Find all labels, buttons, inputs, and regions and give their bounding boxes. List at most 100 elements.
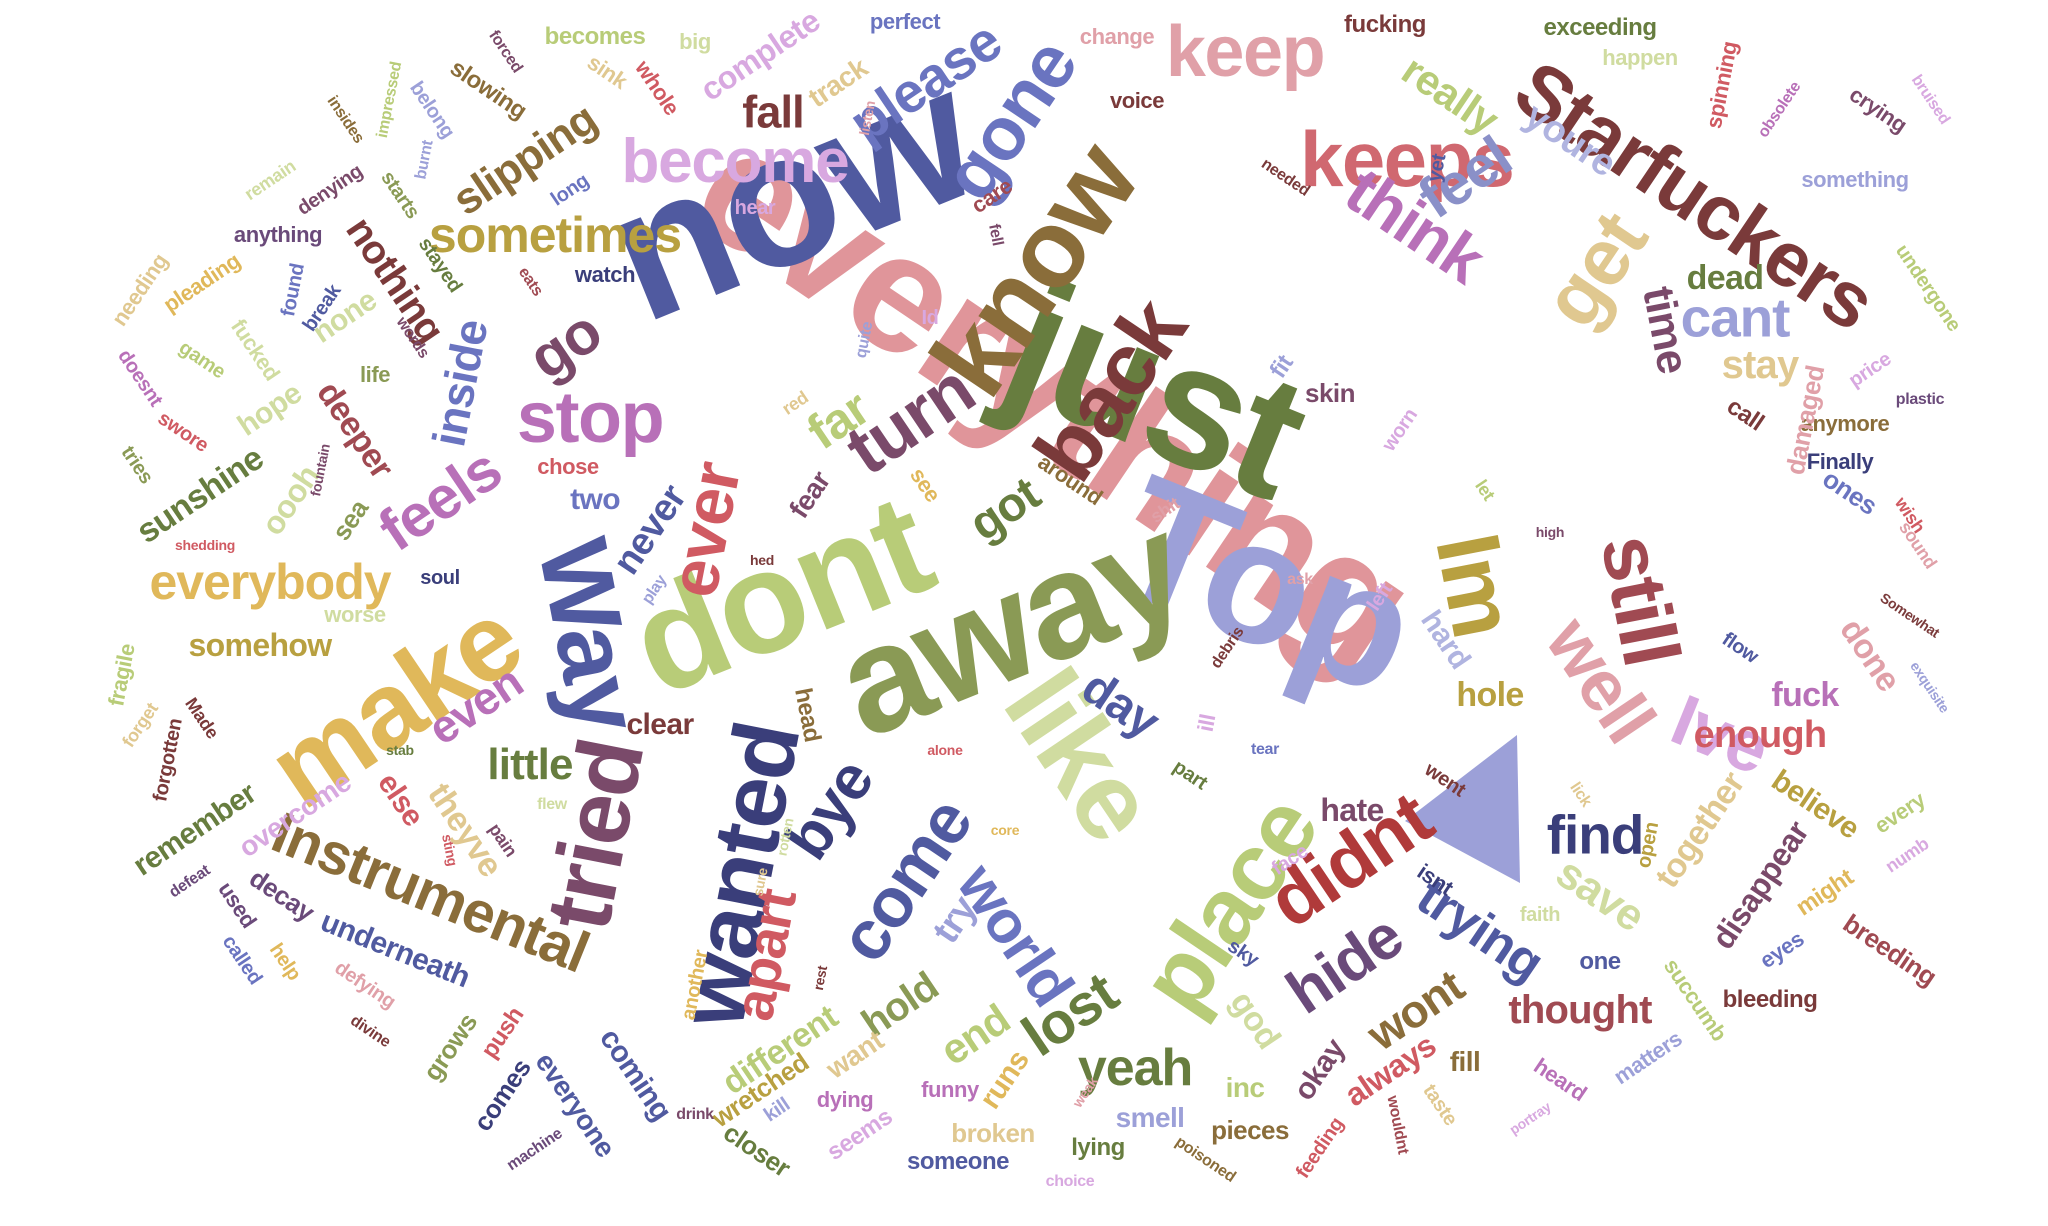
word-else: else <box>371 767 430 833</box>
word-machine: machine <box>503 1125 566 1175</box>
word-voice: voice <box>1109 88 1165 113</box>
word-okay: okay <box>1287 1033 1352 1107</box>
word-keep: keep <box>1165 12 1326 92</box>
word-fall: fall <box>742 86 804 138</box>
word-tries: tries <box>116 442 158 488</box>
word-undergone: undergone <box>1890 240 1966 336</box>
word-game: game <box>174 336 230 384</box>
word-smell: smell <box>1115 1102 1185 1133</box>
word-anything: anything <box>233 222 323 247</box>
word-obsolete: obsolete <box>1754 78 1805 141</box>
word-made: Made <box>181 693 223 743</box>
word-life: life <box>359 362 391 387</box>
word-coming: coming <box>592 1022 678 1127</box>
word-might: might <box>1791 863 1859 922</box>
word-grows: grows <box>416 1007 484 1087</box>
word-big: big <box>679 29 711 54</box>
word-crying: crying <box>1845 81 1912 138</box>
word-anymore: anymore <box>1800 411 1890 436</box>
word-becomes: becomes <box>544 23 646 50</box>
word-needing: needing <box>106 249 173 331</box>
word-impressed: impressed <box>373 60 406 140</box>
word-find: find <box>1546 803 1644 866</box>
word-cant: cant <box>1680 286 1791 349</box>
word-taste: taste <box>1418 1080 1462 1130</box>
word-finally: Finally <box>1806 449 1874 474</box>
word-worn: worn <box>1377 404 1423 456</box>
word-dead: dead <box>1686 259 1764 297</box>
word-fucked: fucked <box>225 314 285 386</box>
word-little: little <box>487 740 573 789</box>
word-every: every <box>1869 786 1930 839</box>
word-help: help <box>264 939 306 985</box>
word-forgotten: forgotten <box>149 716 187 804</box>
word-fell: fell <box>985 222 1006 248</box>
word-long: long <box>547 169 593 211</box>
word-see: see <box>905 463 946 507</box>
word-broken: broken <box>951 1118 1035 1148</box>
word-eats: eats <box>514 264 547 300</box>
word-hate: hate <box>1320 792 1384 828</box>
word-called: called <box>217 931 267 989</box>
word-pieces: pieces <box>1211 1115 1289 1145</box>
word-price: price <box>1844 348 1896 392</box>
word-dying: dying <box>816 1087 874 1112</box>
word-found: found <box>277 261 309 319</box>
word-thought: thought <box>1508 988 1652 1032</box>
word-burnt: burnt <box>412 139 437 181</box>
word-closer: closer <box>718 1117 796 1183</box>
word-numb: numb <box>1881 833 1933 877</box>
word-portray: portray <box>1506 1098 1554 1138</box>
word-drink: drink <box>676 1106 714 1123</box>
word-feeding: feeding <box>1291 1113 1349 1183</box>
word-remain: remain <box>240 155 300 205</box>
word-flew: flew <box>537 796 567 813</box>
triangle-shape <box>1405 735 1520 883</box>
word-wouldnt: wouldnt <box>1383 1094 1412 1156</box>
word-somewhat: Somewhat <box>1877 589 1943 641</box>
word-stay: stay <box>1721 343 1800 387</box>
word-sometimes: sometimes <box>428 207 682 263</box>
word-stop: stop <box>516 378 665 458</box>
word-god: god <box>1222 984 1288 1056</box>
word-skin: skin <box>1305 378 1355 408</box>
word-soul: soul <box>420 567 460 589</box>
word-high: high <box>1535 524 1565 540</box>
word-id: Id <box>921 307 939 329</box>
word-something: something <box>1801 167 1909 192</box>
word-insides: insides <box>323 93 368 147</box>
word-denying: denying <box>293 160 367 220</box>
word-yeah: yeah <box>1077 1039 1193 1097</box>
word-rest: rest <box>809 964 831 992</box>
word-slipping: slipping <box>444 94 606 226</box>
word-sink: sink <box>582 49 632 94</box>
word-someone: someone <box>906 1148 1010 1175</box>
word-keeps: keeps <box>1300 115 1515 203</box>
word-fuck: fuck <box>1771 676 1839 714</box>
word-core: core <box>990 822 1020 838</box>
word-let: let <box>1471 476 1499 504</box>
word-tear: tear <box>1250 741 1280 758</box>
word-done: done <box>1832 611 1908 699</box>
word-alone: alone <box>927 742 963 758</box>
word-ask: ask <box>1287 571 1313 588</box>
word-perfect: perfect <box>869 9 941 34</box>
word-happen: happen <box>1602 45 1678 70</box>
word-change: change <box>1079 24 1155 49</box>
word-enough: enough <box>1693 714 1827 756</box>
word-comes: comes <box>467 1053 537 1137</box>
word-pleading: pleading <box>158 247 245 318</box>
word-matters: matters <box>1609 1025 1687 1090</box>
word-ill: ill <box>1192 712 1221 734</box>
word-watch: watch <box>574 262 636 287</box>
word-swore: swore <box>153 407 213 457</box>
word-forced: forced <box>485 27 526 76</box>
word-lying: lying <box>1071 1134 1125 1161</box>
word-fragile: fragile <box>103 641 140 709</box>
word-plastic: plastic <box>1895 391 1945 408</box>
word-shedding: shedding <box>175 537 235 553</box>
word-defying: defying <box>330 956 400 1014</box>
word-heard: heard <box>1529 1053 1592 1107</box>
word-exceeding: exceeding <box>1543 14 1657 41</box>
word-become: become <box>621 127 850 196</box>
